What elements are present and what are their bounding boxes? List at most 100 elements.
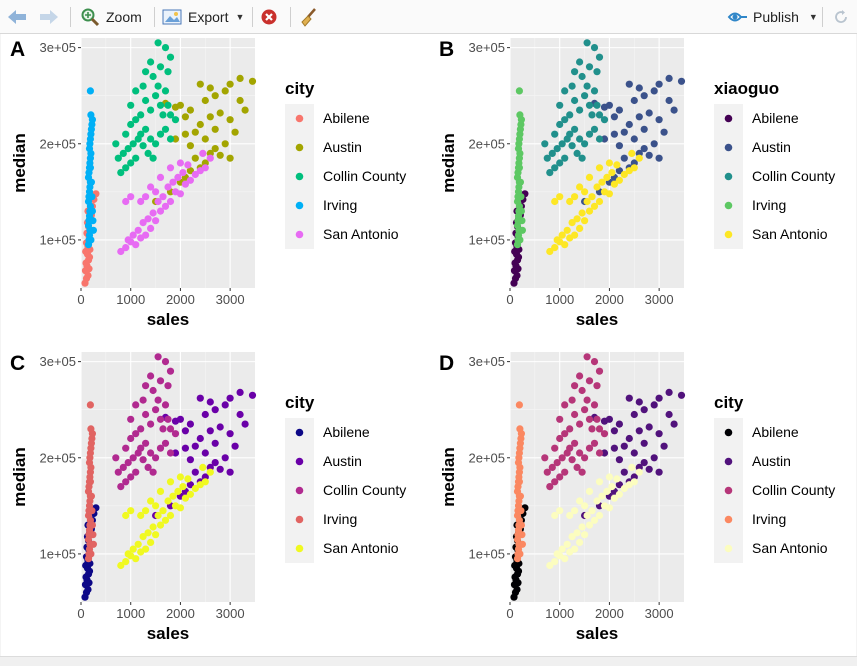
data-point <box>615 456 623 464</box>
data-point <box>87 111 95 119</box>
legend-key-point <box>724 515 733 524</box>
data-point <box>630 478 638 486</box>
data-point <box>561 116 569 124</box>
data-point <box>139 82 147 90</box>
legend-label: Collin County <box>752 168 835 184</box>
data-point <box>156 130 165 138</box>
magnifier-icon <box>81 8 100 27</box>
data-point <box>571 545 579 553</box>
data-point <box>159 425 167 433</box>
data-point <box>119 149 127 157</box>
data-point <box>598 178 606 186</box>
data-point <box>236 96 244 105</box>
broom-icon <box>301 8 316 27</box>
data-point <box>541 454 549 462</box>
data-point <box>620 442 628 450</box>
data-point <box>139 533 147 541</box>
data-point <box>518 226 526 234</box>
data-point <box>166 511 175 520</box>
data-point <box>231 128 239 136</box>
data-point <box>516 550 524 558</box>
data-point <box>124 145 132 153</box>
refresh-button[interactable] <box>832 5 850 29</box>
legend-label: Abilene <box>752 424 799 440</box>
data-point <box>166 478 175 486</box>
data-point <box>561 401 569 409</box>
data-point <box>196 120 204 129</box>
remove-plot-button[interactable] <box>260 5 278 29</box>
export-button[interactable]: Export ▼ <box>162 5 244 29</box>
data-point <box>156 63 165 71</box>
data-point <box>590 44 599 52</box>
data-point <box>88 207 96 215</box>
back-arrow-icon[interactable] <box>6 5 28 29</box>
legend-label: San Antonio <box>752 226 828 242</box>
plot-background <box>510 352 684 602</box>
data-point <box>164 382 172 390</box>
data-point <box>147 497 155 505</box>
x-axis-title: sales <box>576 624 619 643</box>
data-point <box>650 87 658 95</box>
legend-title: xiaoguo <box>714 79 779 98</box>
data-point <box>127 434 135 443</box>
forward-arrow-icon[interactable] <box>38 5 60 29</box>
data-point <box>590 202 599 210</box>
data-point <box>122 197 130 206</box>
data-point <box>166 135 175 143</box>
data-point <box>231 442 239 450</box>
legend-label: Collin County <box>752 482 835 498</box>
data-point <box>566 130 574 138</box>
data-point <box>610 113 618 121</box>
y-axis-title: median <box>10 133 29 193</box>
data-point <box>159 507 167 515</box>
data-point <box>147 106 155 114</box>
x-tick-label: 3000 <box>216 606 245 621</box>
data-point <box>241 106 249 114</box>
data-point <box>590 516 599 524</box>
data-point <box>588 193 596 201</box>
data-point <box>650 401 658 409</box>
data-point <box>154 353 162 361</box>
data-point <box>134 226 142 234</box>
data-point <box>595 478 604 486</box>
data-point <box>620 170 628 179</box>
legend-label: Austin <box>752 139 791 155</box>
data-point <box>88 507 96 515</box>
data-point <box>122 164 130 172</box>
data-point <box>593 68 601 76</box>
data-point <box>571 231 579 239</box>
data-point <box>184 475 192 483</box>
clear-plots-button[interactable] <box>298 5 318 29</box>
data-point <box>595 111 604 119</box>
legend-key-point <box>724 201 733 210</box>
data-point <box>590 87 599 95</box>
data-point <box>605 159 613 167</box>
data-point <box>515 401 523 409</box>
data-point <box>573 463 581 471</box>
data-point <box>558 454 566 462</box>
data-point <box>566 425 574 433</box>
data-point <box>568 82 576 90</box>
zoom-button[interactable]: Zoom <box>80 5 142 29</box>
legend-key-point <box>724 230 733 239</box>
data-point <box>556 193 564 201</box>
data-point <box>650 454 658 462</box>
data-point <box>655 116 663 124</box>
data-point <box>595 367 604 375</box>
data-point <box>181 427 189 435</box>
data-point <box>171 103 180 111</box>
publish-button[interactable]: Publish ▼ <box>727 5 818 29</box>
data-point <box>248 391 257 399</box>
data-point <box>186 176 194 184</box>
x-tick-label: 2000 <box>166 292 195 307</box>
data-point <box>581 140 589 148</box>
data-point <box>176 473 184 481</box>
x-tick-label: 1000 <box>116 606 145 621</box>
data-point <box>122 444 130 452</box>
data-point <box>201 449 209 457</box>
data-point <box>556 159 564 167</box>
data-point <box>620 468 628 476</box>
data-point <box>181 180 189 188</box>
data-point <box>87 550 95 558</box>
data-point <box>553 550 561 558</box>
